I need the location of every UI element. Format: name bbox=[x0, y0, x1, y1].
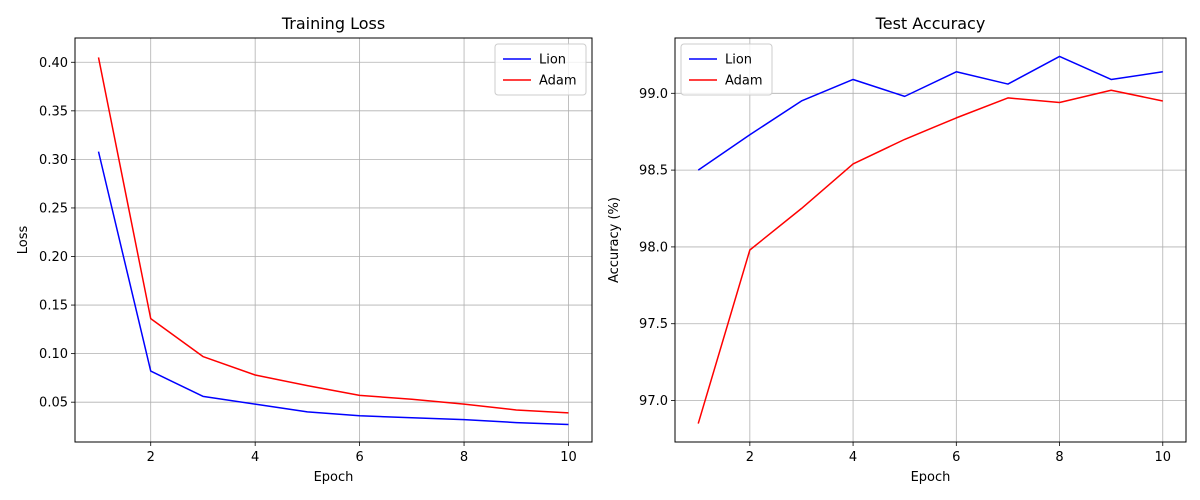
training-loss-title: Training Loss bbox=[281, 14, 385, 33]
training-loss-y-tick-label: 0.20 bbox=[39, 250, 68, 265]
training-loss-x-axis-label: Epoch bbox=[314, 470, 354, 485]
test-accuracy-y-axis-label: Accuracy (%) bbox=[607, 197, 622, 283]
test-accuracy-title: Test Accuracy bbox=[875, 14, 986, 33]
training-loss-lines bbox=[97, 57, 569, 426]
training-loss-y-tick-label: 0.15 bbox=[39, 299, 68, 314]
test-accuracy-plot-frame bbox=[674, 37, 1187, 443]
test-accuracy-y-tick-label: 97.5 bbox=[639, 317, 668, 332]
test-accuracy-x-tick-label: 8 bbox=[1055, 450, 1063, 465]
test-accuracy-legend-label-lion: Lion bbox=[725, 53, 752, 68]
training-loss-x-tick-label: 4 bbox=[251, 450, 259, 465]
test-accuracy-legend-box bbox=[680, 43, 773, 96]
test-accuracy-x-tick-label: 2 bbox=[746, 450, 754, 465]
training-loss-plot-frame bbox=[74, 37, 593, 443]
test-accuracy-y-tick-label: 98.5 bbox=[639, 164, 668, 179]
training-loss-x-tick-label: 2 bbox=[147, 450, 155, 465]
training-loss-y-tick-label: 0.35 bbox=[39, 104, 68, 119]
training-loss-y-tick-label: 0.40 bbox=[39, 56, 68, 71]
test-accuracy-series-line-adam bbox=[697, 89, 1163, 424]
test-accuracy-y-tick-label: 98.0 bbox=[639, 240, 668, 255]
training-loss-y-tick-label: 0.25 bbox=[39, 201, 68, 216]
training-loss-legend-box bbox=[494, 43, 587, 96]
training-loss-x-tick-label: 10 bbox=[560, 450, 577, 465]
test-accuracy-x-tick-label: 4 bbox=[849, 450, 857, 465]
training-loss-ticks: 2 4 6 8 10 0.05 0.10 0.15 0.20 0.25 0.30 0.35 0.40 bbox=[39, 56, 577, 465]
training-loss-legend: Lion Adam bbox=[494, 43, 587, 96]
test-accuracy-chart: 2 4 6 8 10 97.0 97.5 98.0 98.5 99.0 Test Accuracy… bbox=[607, 14, 1187, 485]
test-accuracy-ticks: 2 4 6 8 10 97.0 97.5 98.0 98.5 99.0 bbox=[639, 87, 1171, 465]
training-loss-y-tick-label: 0.30 bbox=[39, 153, 68, 168]
test-accuracy-y-tick-label: 99.0 bbox=[639, 87, 668, 102]
training-loss-x-tick-label: 8 bbox=[460, 450, 468, 465]
training-loss-legend-label-lion: Lion bbox=[539, 53, 566, 68]
training-loss-chart: 2 4 6 8 10 0.05 0.10 0.15 0.20 0.25 0.30 0.35 0.40 T… bbox=[16, 14, 593, 485]
training-loss-series-line-lion bbox=[97, 151, 569, 426]
test-accuracy-legend: Lion Adam bbox=[680, 43, 773, 96]
training-loss-y-axis-label: Loss bbox=[16, 226, 31, 255]
training-loss-series-line-adam bbox=[97, 57, 569, 414]
training-loss-legend-label-adam: Adam bbox=[539, 74, 577, 89]
training-loss-y-tick-label: 0.10 bbox=[39, 347, 68, 362]
test-accuracy-x-tick-label: 6 bbox=[952, 450, 960, 465]
test-accuracy-lines bbox=[697, 55, 1163, 424]
training-loss-x-tick-label: 6 bbox=[355, 450, 363, 465]
test-accuracy-series-line-lion bbox=[697, 55, 1163, 171]
test-accuracy-legend-label-adam: Adam bbox=[725, 74, 763, 89]
test-accuracy-y-tick-label: 97.0 bbox=[639, 394, 668, 409]
test-accuracy-x-axis-label: Epoch bbox=[911, 470, 951, 485]
test-accuracy-x-tick-label: 10 bbox=[1154, 450, 1171, 465]
training-loss-y-tick-label: 0.05 bbox=[39, 396, 68, 411]
